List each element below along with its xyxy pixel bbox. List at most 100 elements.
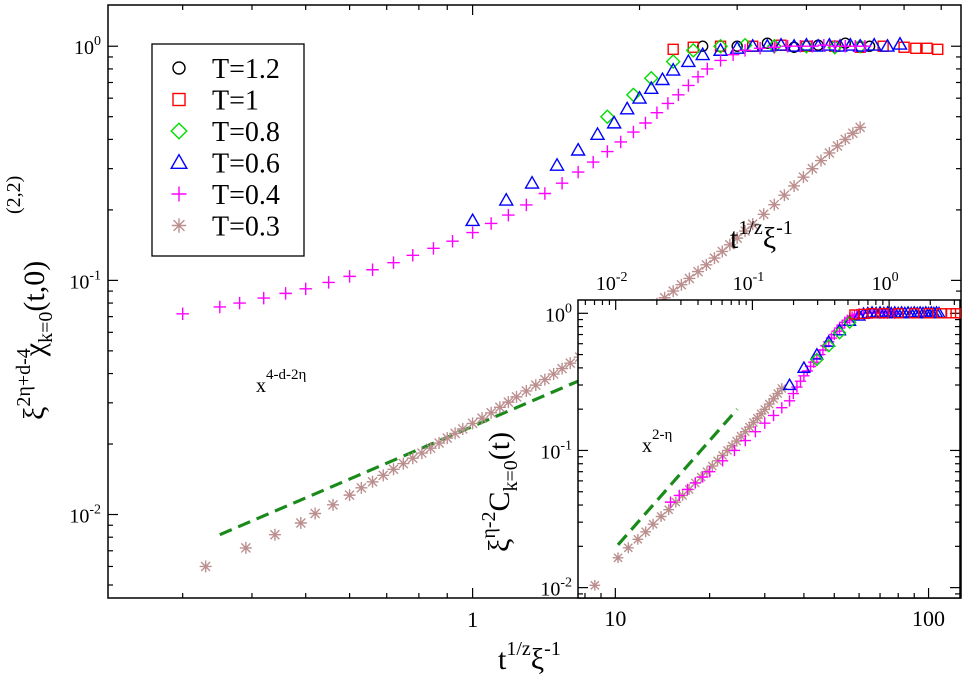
legend-marker-t-1 [172,92,186,107]
point-t-0-4 [682,79,695,92]
point-t-0-4-shape [446,234,459,248]
point-t-0-3 [547,368,560,381]
point-t-1-shape [921,42,933,54]
inset-point-t-1-shape [909,308,920,319]
inset-point-t-0-6-shape [782,377,797,391]
point-t-0-4 [502,208,515,222]
inset-x-label-base: t [730,222,739,255]
inset-x-label-tail-exp: -1 [776,217,793,239]
inset-point-t-0-4 [767,409,780,422]
point-t-0-4-shape [639,116,652,130]
point-t-0-6 [744,38,761,52]
point-t-0-6 [842,37,859,51]
inset-point-t-0-4 [728,444,741,457]
inset-point-t-0-3-shape [647,518,659,530]
point-t-0-3-shape [692,265,705,278]
main-data-points [176,36,944,573]
legend-label: T=0.3 [212,212,280,243]
point-t-0-4-shape [520,198,533,212]
point-t-0-3 [797,171,810,184]
legend-box [151,43,305,257]
point-t-0-3 [757,208,770,221]
inset-data-points [589,305,961,591]
point-t-0-4 [627,125,640,139]
point-t-0-4-shape [672,88,685,102]
legend-marker-t-0-3 [171,218,187,233]
inset-point-t-0-3-shape [751,412,763,424]
inset-point-t-0-4-shape [697,471,709,483]
point-t-0-6 [798,37,815,51]
inset-point-t-0-4-shape [783,395,796,407]
point-t-0-3 [377,469,390,482]
point-t-0-8 [665,54,681,70]
point-t-0-3-shape [700,258,713,271]
point-t-0-4 [366,263,379,277]
inset-point-t-0-3 [647,518,659,530]
point-t-0-4 [817,38,831,52]
inset-point-t-1 [878,308,890,319]
inset-point-t-0-4 [739,434,751,447]
inset-point-t-0-8-shape [821,338,836,353]
point-t-0-3-shape [723,238,736,251]
point-t-0-3 [731,232,744,245]
point-t-0-4 [299,282,312,296]
point-t-0-3 [387,463,400,476]
point-t-0-3-shape [746,218,759,231]
point-t-0-6-shape [759,38,776,52]
inset-point-t-0-3 [612,552,624,564]
point-t-0-4-shape [387,256,400,269]
inset-point-t-0-3 [655,511,667,522]
inset-x-top-tick-label: 10-2 [596,270,628,295]
inset-point-t-1 [866,308,878,319]
inset-x-top-tick-label: 100 [872,270,899,295]
point-t-0-3 [846,127,859,140]
point-t-0-3-shape [797,171,810,184]
inset-x-tick-label: 100 [912,606,945,631]
point-t-0-3-shape [441,432,454,445]
point-t-0-6-shape [643,80,659,95]
point-t-0-4-shape [322,276,335,289]
inset-point-t-0-4-shape [681,483,694,496]
inset-point-t-0-4-shape [739,434,751,447]
point-t-0-3-shape [493,401,506,414]
point-t-0-3 [326,498,339,511]
inset-point-t-1-shape [923,308,934,319]
point-t-0-3 [788,179,801,192]
point-t-0-4 [446,234,459,248]
inset-point-t-0-4-shape [759,417,771,429]
main-y-label-mid: χ [18,342,51,357]
point-t-0-3 [768,198,781,211]
inset-x-tick-label: 10 [604,606,626,631]
inset-point-t-0-3 [744,421,755,433]
point-t-0-4 [806,39,819,53]
point-t-1-2 [761,37,774,49]
inset-y-axis-label: ξη-2Ck=0(t) [478,432,522,552]
point-t-0-3-shape [476,412,489,425]
point-t-0-4 [639,116,652,130]
point-t-0-6-shape [524,175,540,189]
point-t-0-3-shape [387,463,400,476]
inset-point-t-0-3-shape [776,383,788,394]
point-t-0-4 [571,165,585,179]
point-t-1-shape [667,43,679,56]
point-t-0-4-shape [406,249,420,262]
point-t-0-4-shape [366,263,379,277]
inset-point-t-0-6-shape [809,347,824,360]
inset-point-t-0-3-shape [744,421,755,433]
point-t-0-4-shape [627,125,640,139]
main-y-label-sup: (2,2) [3,176,25,214]
point-t-1 [910,42,922,54]
point-t-0-3-shape [806,162,819,175]
main-x-label-tail-exp: -1 [544,638,561,660]
point-t-0-6-shape [832,38,848,52]
inset-point-t-0-6-shape [821,334,836,347]
point-t-0-4 [586,155,600,169]
point-t-1 [921,42,933,54]
legend-marker-t-0-6-shape [169,153,189,170]
point-t-0-6 [464,212,481,227]
point-t-0-4-shape [828,39,842,53]
inset-point-t-0-3-shape [763,398,775,410]
inset-x-label-exp: 1/z [738,217,763,239]
point-t-0-4 [555,176,569,190]
